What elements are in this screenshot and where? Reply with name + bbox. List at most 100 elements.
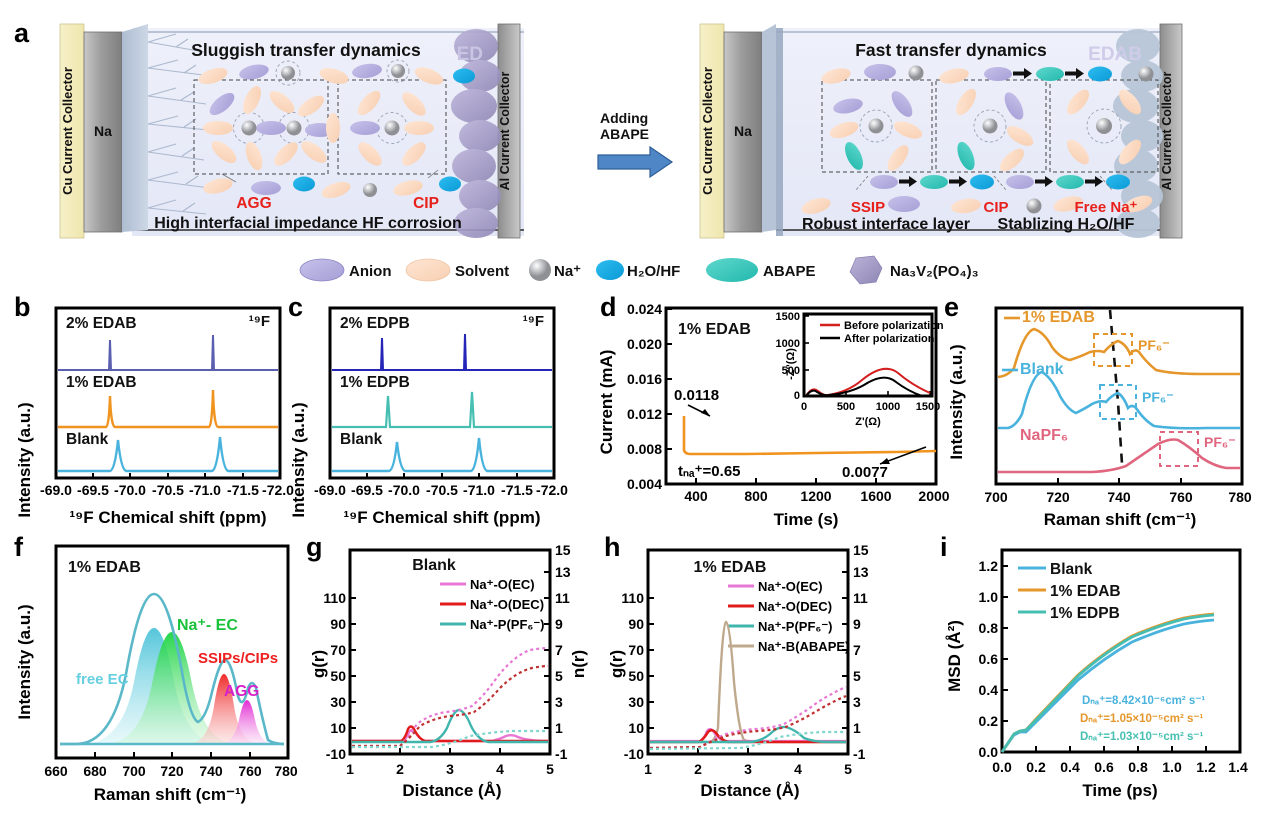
panel-i-annot-edpb: Dₙₐ⁺=1.03×10⁻⁵cm² s⁻¹ xyxy=(1080,731,1203,743)
panel-label-d: d xyxy=(600,292,617,322)
abape-icon xyxy=(706,258,758,282)
panel-i-legend-1: 1% EDAB xyxy=(1050,583,1121,600)
legend-label-solvent: Solvent xyxy=(455,263,509,280)
panel-h-gr-pf6 xyxy=(650,725,846,744)
panel-i-xtick-0: 0.0 xyxy=(992,759,1012,775)
panel-a-right-schematic: Cu Current Collector Na Al Current Colle… xyxy=(699,23,1183,239)
panel-h-y2tick-1: 1 xyxy=(853,720,861,736)
inset-ylabel: -Z''(Ω) xyxy=(785,348,797,380)
panel-f-xtick-5: 760 xyxy=(238,763,262,779)
panel-h-gr-ec xyxy=(650,727,846,743)
panel-e-xtick-0: 700 xyxy=(984,489,1008,505)
panel-f-xtick-1: 680 xyxy=(83,763,107,779)
panel-i-legend-2: 1% EDPB xyxy=(1050,605,1120,622)
legend-label-abape: ABAPE xyxy=(763,263,816,280)
panel-f-label-agg: AGG xyxy=(224,683,259,700)
panel-d-ytick-2: 0.012 xyxy=(627,406,662,422)
panel-e-xtick-2: 740 xyxy=(1107,489,1131,505)
panel-c-trace-label-0: 2% EDPB xyxy=(340,315,410,332)
panel-h-y2tick-3: 5 xyxy=(853,668,861,684)
panel-h-nr-ec xyxy=(649,685,847,750)
panel-f-xtick-0: 660 xyxy=(44,763,68,779)
panel-h-gr-dec xyxy=(650,728,846,744)
inset-legend-0: Before polarization xyxy=(844,320,944,332)
panel-a-right-corner-tag: EDAB xyxy=(1088,44,1142,65)
panel-g-chart: g(r) n(r) -10 10 30 50 70 90 110 -1 1 3 … xyxy=(309,542,588,800)
panel-f-chart: Intensity (a.u.) 1% EDAB Na⁺- EC SSIPs/C… xyxy=(15,544,298,804)
panel-c-xtick-0: -69.0 xyxy=(314,482,346,498)
panel-c-xtick-2: -70.0 xyxy=(388,482,420,498)
panel-h-ytick-4: 70 xyxy=(628,642,644,658)
panel-d-inset: 1500 1000 500 0 0 500 1000 1500 -Z''(Ω) … xyxy=(776,311,944,428)
inset-legend-1: After polarization xyxy=(844,333,935,345)
panel-h-ylabel: g(r) xyxy=(607,650,626,678)
panel-g-y2tick-8: 15 xyxy=(555,542,571,558)
panel-g-y2tick-4: 7 xyxy=(555,642,563,658)
panel-g-y2tick-7: 13 xyxy=(555,564,571,580)
trace-blank-c xyxy=(332,437,552,473)
panel-c-xtick-6: -72.0 xyxy=(536,482,568,498)
panel-f-label-ssip: SSIPs/CIPs xyxy=(198,650,278,667)
panel-b-xtick-6: -72.0 xyxy=(262,482,294,498)
panel-e-label-edab: 1% EDAB xyxy=(1022,309,1095,326)
panel-i-ytick-4: 0.8 xyxy=(979,620,999,636)
panel-g-ytick-1: 10 xyxy=(330,720,346,736)
inset-xlabel: Z'(Ω) xyxy=(855,416,881,428)
panel-e-chart: Intensity (a.u.) 1% EDAB PF₆⁻ Blank PF₆⁻… xyxy=(947,306,1252,529)
panel-g-xtick-3: 4 xyxy=(496,761,504,777)
panel-h-legend-3: Na⁺-B(ABAPE) xyxy=(758,639,849,654)
inset-curve-after xyxy=(805,376,923,397)
legend-label-hf: H₂O/HF xyxy=(627,263,680,280)
panel-i-annot-edab: Dₙₐ⁺=1.05×10⁻⁵cm² s⁻¹ xyxy=(1080,713,1203,725)
panel-c-xtick-1: -69.5 xyxy=(351,482,383,498)
panel-b-xtick-3: -70.5 xyxy=(152,482,184,498)
inset-xtick-2: 1000 xyxy=(876,401,900,413)
panel-i-xtick-2: 0.4 xyxy=(1060,759,1080,775)
panel-a-left-title: Sluggish transfer dynamics xyxy=(191,40,421,60)
panel-f-comp-na-ec xyxy=(104,632,238,744)
panel-h-xtick-4: 5 xyxy=(844,761,852,777)
adding-abape-arrow-group: Adding ABAPE xyxy=(596,110,676,179)
panel-d-sample-label: 1% EDAB xyxy=(678,321,751,338)
panel-b-xtick-0: -69.0 xyxy=(40,482,72,498)
trace-1pct-edpb xyxy=(332,391,552,429)
panel-i-curve-edpb xyxy=(1000,613,1215,753)
panel-c-trace-label-2: Blank xyxy=(340,431,383,448)
panel-h-y2tick-6: 11 xyxy=(853,590,868,606)
sodium-ion-icon xyxy=(529,259,551,281)
panel-b-trace-label-2: Blank xyxy=(66,431,109,448)
panel-d-annot-tna: tₙₐ⁺=0.65 xyxy=(678,463,741,480)
cu-collector-label-left: Cu Current Collector xyxy=(60,67,75,195)
panel-i-xtick-7: 1.4 xyxy=(1228,759,1248,775)
panel-d-ytick-0: 0.004 xyxy=(627,476,662,492)
trace-2pct-edpb xyxy=(332,333,552,371)
al-collector-label-left: Al Current Collector xyxy=(498,71,512,190)
panel-f-xtick-4: 740 xyxy=(199,763,223,779)
panel-i-xtick-4: 0.8 xyxy=(1128,759,1148,775)
panel-h-xtick-3: 4 xyxy=(794,761,802,777)
panel-c-trace-label-1: 1% EDPB xyxy=(340,374,410,391)
panel-e-trace-blank xyxy=(998,370,1240,430)
cu-collector-label-right: Cu Current Collector xyxy=(700,67,715,195)
panel-d-annot-steady: 0.0077 xyxy=(842,464,888,481)
panel-f-ylabel: Intensity (a.u.) xyxy=(15,604,34,719)
panel-h-legend-2: Na⁺-P(PF₆⁻) xyxy=(758,619,833,634)
panel-h-nr-pf6 xyxy=(649,730,846,751)
panel-b-trace-label-0: 2% EDAB xyxy=(66,315,137,332)
panel-g-gr-dec xyxy=(352,725,548,743)
panel-g-legend-1: Na⁺-O(DEC) xyxy=(470,597,544,612)
panel-c-xtick-3: -70.5 xyxy=(426,482,458,498)
trace-2pct-edab xyxy=(58,334,278,371)
panel-i-ylabel: MSD (Å²) xyxy=(945,620,964,692)
inset-xtick-0: 0 xyxy=(801,401,807,413)
trace-blank xyxy=(58,436,278,473)
peak-shift-guide xyxy=(1108,309,1124,465)
panel-g-y2tick-2: 3 xyxy=(555,694,563,710)
panel-b-corner-label: ¹⁹F xyxy=(249,313,270,330)
tag-cip-left: CIP xyxy=(413,195,439,212)
panel-h-y2tick-4: 7 xyxy=(853,642,861,658)
panel-g-ytick-0: -10 xyxy=(326,746,346,762)
panel-g-y2label: n(r) xyxy=(569,650,588,678)
panel-g-nr-pf6 xyxy=(352,729,548,749)
